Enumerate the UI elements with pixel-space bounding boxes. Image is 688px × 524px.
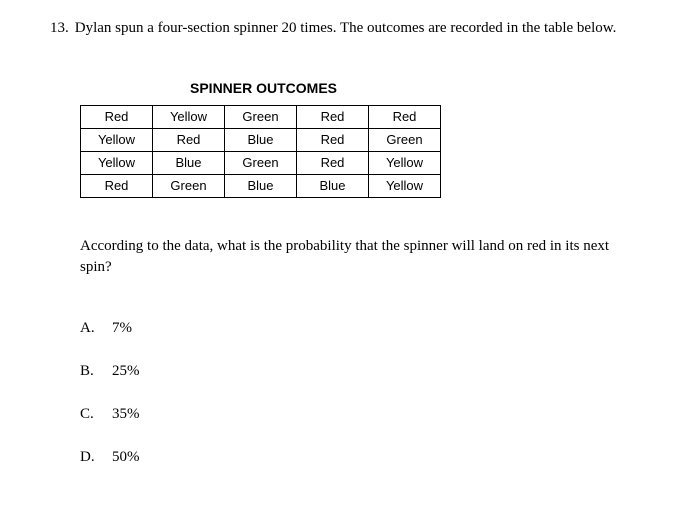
table-title: SPINNER OUTCOMES	[190, 79, 638, 99]
question-number: 13.	[50, 18, 69, 39]
table-cell: Blue	[297, 175, 369, 198]
table-row: Red Green Blue Blue Yellow	[81, 175, 441, 198]
choice-letter: A.	[80, 318, 100, 339]
table-cell: Red	[81, 105, 153, 128]
table-cell: Blue	[225, 128, 297, 151]
choice-text: 50%	[112, 447, 140, 468]
choice-d: D. 50%	[80, 447, 638, 468]
followup-text: According to the data, what is the proba…	[80, 236, 618, 278]
table-cell: Red	[297, 105, 369, 128]
choice-c: C. 35%	[80, 404, 638, 425]
table-cell: Red	[297, 128, 369, 151]
choice-text: 7%	[112, 318, 132, 339]
table-cell: Yellow	[369, 175, 441, 198]
answer-choices: A. 7% B. 25% C. 35% D. 50%	[80, 318, 638, 468]
table-cell: Green	[225, 105, 297, 128]
table-cell: Blue	[153, 151, 225, 174]
choice-a: A. 7%	[80, 318, 638, 339]
table-row: Yellow Red Blue Red Green	[81, 128, 441, 151]
outcomes-table: Red Yellow Green Red Red Yellow Red Blue…	[80, 105, 441, 199]
choice-letter: B.	[80, 361, 100, 382]
choice-b: B. 25%	[80, 361, 638, 382]
table-cell: Green	[225, 151, 297, 174]
choice-letter: C.	[80, 404, 100, 425]
question-text: Dylan spun a four-section spinner 20 tim…	[75, 18, 638, 39]
table-row: Yellow Blue Green Red Yellow	[81, 151, 441, 174]
table-row: Red Yellow Green Red Red	[81, 105, 441, 128]
table-cell: Yellow	[369, 151, 441, 174]
table-cell: Green	[369, 128, 441, 151]
choice-letter: D.	[80, 447, 100, 468]
table-cell: Green	[153, 175, 225, 198]
table-cell: Yellow	[81, 128, 153, 151]
table-cell: Red	[81, 175, 153, 198]
table-cell: Red	[153, 128, 225, 151]
table-cell: Yellow	[81, 151, 153, 174]
choice-text: 25%	[112, 361, 140, 382]
question-row: 13. Dylan spun a four-section spinner 20…	[50, 18, 638, 39]
choice-text: 35%	[112, 404, 140, 425]
table-cell: Yellow	[153, 105, 225, 128]
table-section: SPINNER OUTCOMES Red Yellow Green Red Re…	[80, 79, 638, 198]
table-cell: Red	[369, 105, 441, 128]
table-cell: Red	[297, 151, 369, 174]
table-cell: Blue	[225, 175, 297, 198]
